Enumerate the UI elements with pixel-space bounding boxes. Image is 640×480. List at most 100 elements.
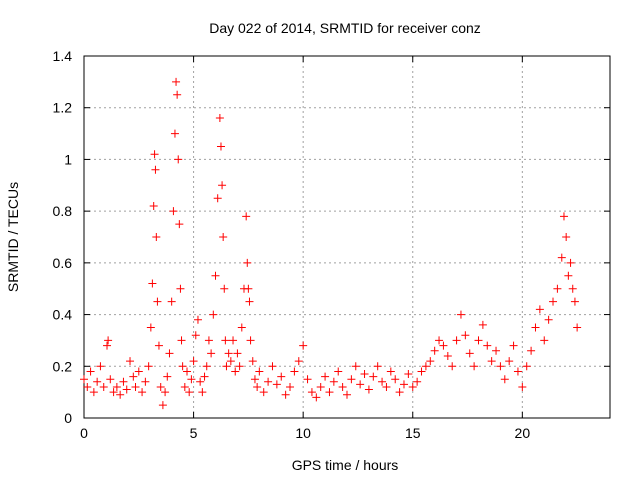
data-point	[505, 357, 514, 366]
data-point	[83, 382, 92, 391]
data-point	[216, 142, 225, 151]
data-point	[80, 375, 88, 384]
data-point	[170, 129, 179, 138]
data-point	[268, 362, 277, 371]
data-point	[496, 362, 505, 371]
data-point	[161, 388, 170, 397]
data-point	[119, 377, 128, 386]
data-point	[369, 372, 378, 381]
x-tick-label: 15	[405, 425, 421, 441]
data-point	[96, 362, 105, 371]
data-point	[253, 382, 262, 391]
data-point	[417, 367, 426, 376]
data-point	[334, 367, 343, 376]
data-point	[549, 297, 558, 306]
data-point	[566, 258, 575, 267]
data-point	[177, 336, 186, 345]
data-point	[513, 367, 522, 376]
data-point	[202, 362, 211, 371]
x-axis-label: GPS time / hours	[292, 457, 399, 473]
data-point	[338, 382, 347, 391]
data-point	[527, 346, 536, 355]
data-point	[559, 212, 568, 221]
data-point	[500, 375, 509, 384]
data-point	[122, 385, 131, 394]
data-point	[248, 357, 257, 366]
data-point	[277, 372, 286, 381]
data-point	[154, 341, 163, 350]
x-tick-label: 0	[80, 425, 88, 441]
data-point	[351, 362, 360, 371]
y-tick-label: 1.4	[53, 48, 73, 64]
data-point	[129, 372, 138, 381]
data-point	[470, 362, 479, 371]
chart-title: Day 022 of 2014, SRMTID for receiver con…	[209, 20, 481, 36]
data-point	[456, 310, 465, 319]
data-point	[303, 375, 312, 384]
data-point	[250, 375, 259, 384]
data-point	[255, 367, 264, 376]
data-point	[570, 297, 579, 306]
data-point	[224, 349, 233, 358]
y-tick-label: 0.4	[53, 307, 73, 323]
data-point	[245, 297, 254, 306]
data-point	[435, 336, 444, 345]
data-point	[259, 388, 268, 397]
x-tick-label: 5	[190, 425, 198, 441]
y-tick-label: 0.8	[53, 203, 73, 219]
data-point	[246, 336, 255, 345]
data-point	[196, 377, 205, 386]
data-point	[307, 388, 316, 397]
data-point	[573, 323, 582, 332]
data-point	[235, 362, 244, 371]
data-point	[399, 380, 408, 389]
data-point	[430, 346, 439, 355]
data-point	[426, 357, 435, 366]
data-point	[483, 341, 492, 350]
data-point	[568, 284, 577, 293]
data-point	[290, 367, 299, 376]
data-point	[286, 382, 295, 391]
data-point	[180, 382, 189, 391]
data-point	[343, 390, 351, 399]
data-point	[198, 388, 207, 397]
data-point	[215, 114, 224, 123]
data-point	[167, 297, 176, 306]
data-point	[146, 323, 155, 332]
data-point	[518, 382, 527, 391]
data-point	[109, 388, 118, 397]
data-point	[176, 284, 185, 293]
data-point	[220, 284, 229, 293]
data-point	[452, 336, 461, 345]
data-point	[553, 284, 562, 293]
data-point	[356, 380, 365, 389]
plot-frame	[83, 55, 611, 419]
data-point	[126, 357, 135, 366]
y-axis-label: SRMTID / TECUs	[5, 182, 21, 292]
data-point	[200, 372, 209, 381]
data-point	[281, 390, 290, 399]
data-point	[153, 297, 162, 306]
data-point	[93, 377, 102, 386]
data-point	[421, 362, 430, 371]
data-point	[229, 336, 238, 345]
data-point	[408, 382, 417, 391]
data-point	[219, 233, 228, 241]
data-point	[204, 336, 213, 345]
data-point	[218, 181, 227, 190]
data-point	[391, 375, 400, 384]
x-tick-label: 20	[515, 425, 531, 441]
data-point	[86, 367, 95, 376]
data-points	[80, 77, 582, 410]
data-point	[474, 336, 483, 345]
data-point	[364, 385, 373, 394]
data-point	[325, 388, 334, 397]
data-point	[163, 372, 172, 381]
axis-ticks: 0 5 10 15 20 0 0.2 0.4 0.6 0.8 1 1.2 1.4	[53, 48, 610, 441]
data-point	[221, 336, 230, 345]
data-point	[382, 382, 391, 391]
data-point	[148, 279, 157, 288]
data-point	[329, 377, 338, 386]
data-point	[185, 388, 194, 397]
data-point	[165, 349, 174, 358]
